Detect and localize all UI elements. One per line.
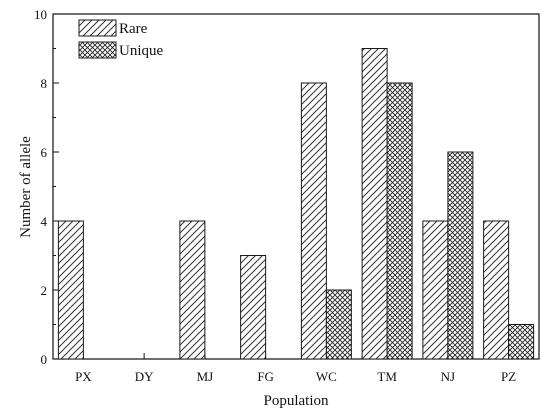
y-tick-label: 2 — [41, 283, 48, 298]
x-tick-label: TM — [377, 369, 397, 384]
legend-label-rare: Rare — [119, 21, 148, 37]
x-tick-label: FG — [257, 369, 274, 384]
x-tick-label: PZ — [501, 369, 516, 384]
y-tick-label: 8 — [41, 76, 48, 91]
bar-rare-tm — [361, 48, 388, 360]
y-tick-label: 4 — [41, 214, 48, 229]
bars — [57, 48, 535, 360]
bar-unique-tm — [386, 82, 413, 360]
bar-unique-pz — [508, 324, 535, 360]
legend-swatch-unique — [78, 41, 117, 59]
legend-label-unique: Unique — [119, 43, 164, 59]
bar-rare-nj — [422, 220, 449, 360]
y-axis-label: Number of allele — [18, 136, 34, 238]
bar-rare-px — [57, 220, 84, 360]
bar-rare-fg — [240, 255, 267, 360]
x-tick-label: NJ — [441, 369, 455, 384]
x-tick-label: WC — [316, 369, 337, 384]
y-tick-label: 10 — [34, 7, 47, 22]
legend: Rare Unique — [78, 19, 164, 59]
bar-rare-mj — [179, 220, 206, 360]
x-tick-label: PX — [75, 369, 92, 384]
x-tick-label: DY — [135, 369, 154, 384]
y-tick-label: 6 — [41, 145, 48, 160]
legend-swatch-rare — [78, 19, 117, 37]
x-axis-label: Population — [263, 393, 329, 409]
y-axis: 0 2 4 6 8 10 — [34, 7, 59, 367]
x-axis: PX DY MJ FG WC TM NJ PZ — [75, 353, 516, 384]
bar-rare-wc — [300, 82, 327, 360]
y-tick-label: 0 — [41, 352, 48, 367]
bar-unique-wc — [325, 289, 352, 360]
bar-rare-pz — [483, 220, 510, 360]
x-tick-label: MJ — [197, 369, 214, 384]
bar-unique-nj — [447, 151, 474, 360]
